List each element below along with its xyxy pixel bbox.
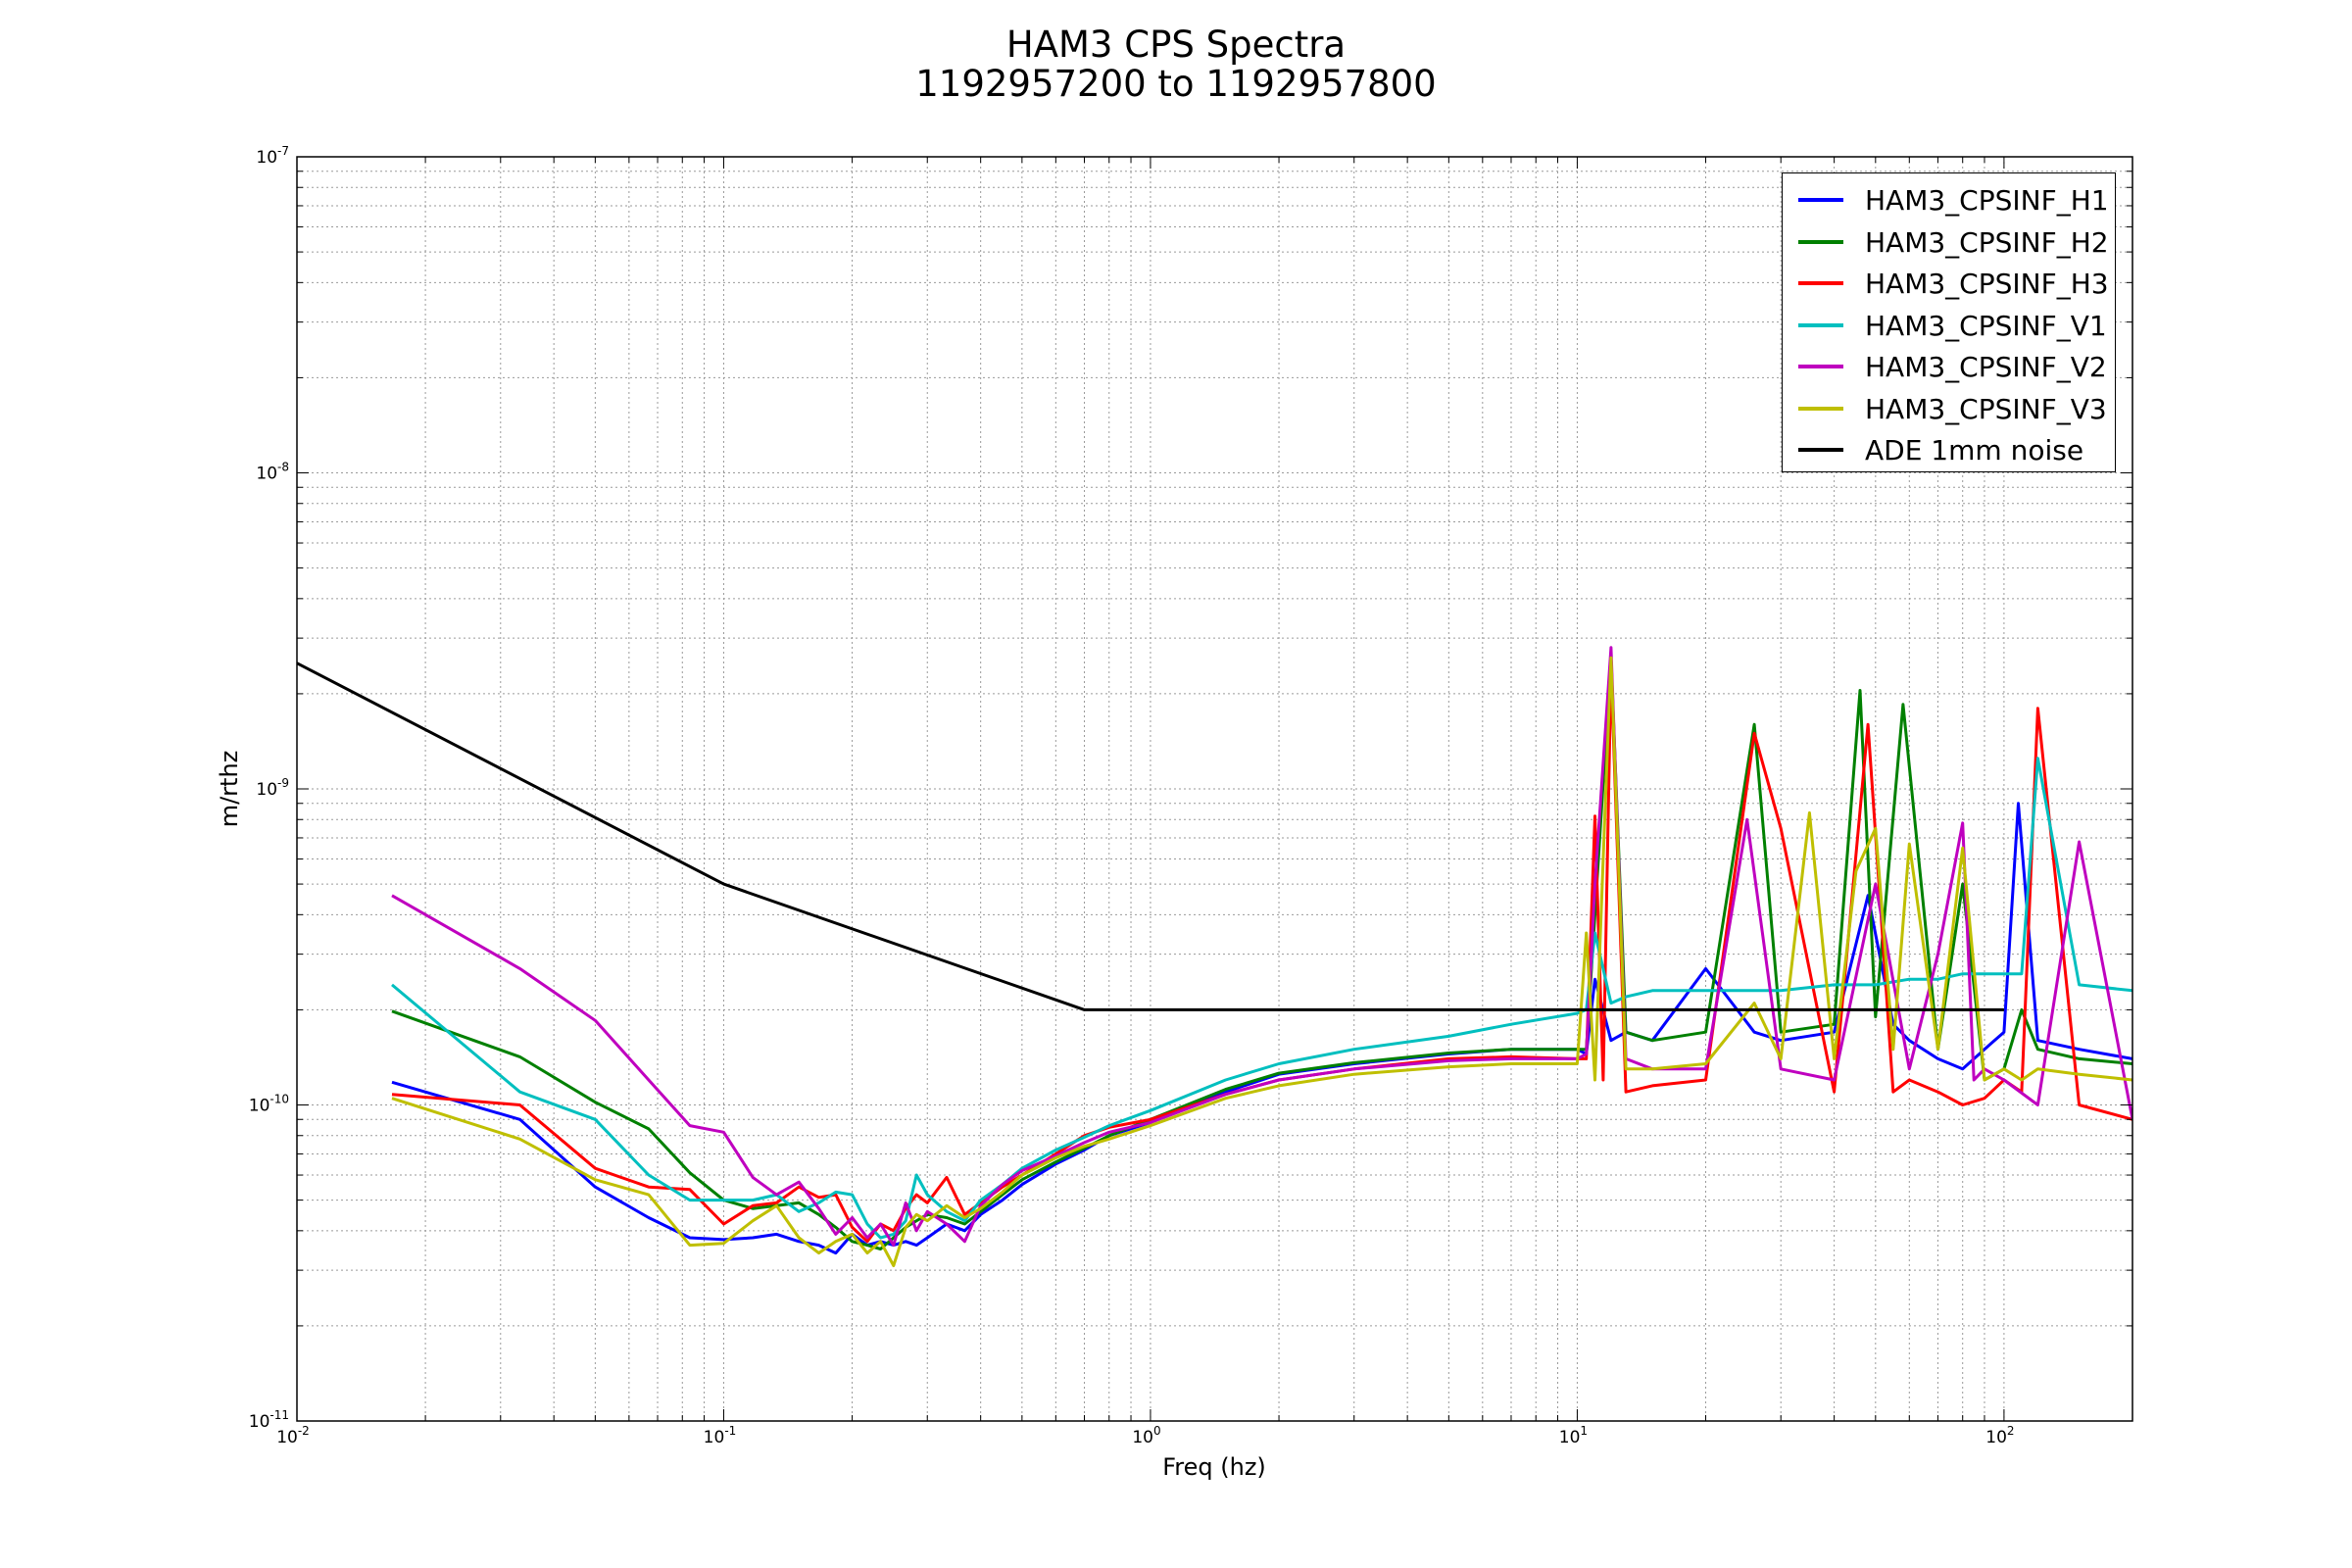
legend: HAM3_CPSINF_H1 HAM3_CPSINF_H2 HAM3_CPSINF_… (1782, 172, 2116, 472)
legend-item: HAM3_CPSINF_H1 (1783, 181, 2115, 220)
legend-item: HAM3_CPSINF_H3 (1783, 265, 2115, 304)
legend-swatch (1798, 322, 1843, 327)
legend-label: HAM3_CPSINF_V2 (1865, 351, 2107, 383)
chart-subtitle: 1192957200 to 1192957800 (915, 63, 1437, 105)
ticks: 10-2 10-1 100 101 102 10-11 10-10 10-9 10-8 10-7 (249, 144, 2133, 1447)
x-tick-label: 101 (1559, 1424, 1588, 1447)
legend-swatch (1798, 365, 1843, 368)
x-tick-label: 10-1 (704, 1424, 737, 1447)
legend-item: HAM3_CPSINF_V2 (1783, 348, 2115, 387)
x-axis-label: Freq (hz) (1162, 1453, 1266, 1481)
chart-title: HAM3 CPS Spectra (1005, 24, 1347, 66)
legend-label: HAM3_CPSINF_H1 (1865, 184, 2109, 217)
legend-swatch (1798, 239, 1843, 244)
y-tick-label: 10-8 (256, 461, 289, 484)
x-tick-label: 10-2 (276, 1424, 310, 1447)
legend-label: HAM3_CPSINF_H2 (1865, 225, 2109, 259)
series-line-ham3-cpsinf-v3 (391, 656, 2132, 1267)
x-tick-label: 100 (1132, 1424, 1160, 1447)
legend-label: ADE 1mm noise (1865, 434, 2084, 466)
y-tick-label: 10-7 (256, 144, 289, 168)
legend-item: HAM3_CPSINF_H2 (1783, 223, 2115, 263)
legend-label: HAM3_CPSINF_V1 (1865, 309, 2107, 342)
series-line-ham3-cpsinf-h2 (391, 656, 2132, 1250)
legend-label: HAM3_CPSINF_V3 (1865, 392, 2107, 425)
series-group (297, 646, 2132, 1267)
legend-label: HAM3_CPSINF_H3 (1865, 268, 2109, 300)
legend-swatch (1798, 281, 1843, 285)
legend-swatch (1798, 448, 1843, 452)
y-tick-label: 10-11 (249, 1408, 289, 1432)
legend-swatch (1798, 406, 1843, 411)
legend-item: ADE 1mm noise (1783, 431, 2115, 470)
y-tick-label: 10-9 (256, 776, 289, 800)
series-line-ham3-cpsinf-v1 (391, 757, 2132, 1240)
series-line-ade-1mm-noise (297, 662, 2004, 1011)
x-tick-label: 102 (1985, 1424, 2014, 1447)
legend-item: HAM3_CPSINF_V1 (1783, 307, 2115, 346)
y-axis-label: m/rthz (216, 751, 243, 828)
grid (296, 157, 2133, 1422)
series-line-ham3-cpsinf-v2 (391, 646, 2132, 1248)
y-tick-label: 10-10 (249, 1093, 289, 1116)
series-line-ham3-cpsinf-h1 (391, 802, 2132, 1255)
legend-item: HAM3_CPSINF_V3 (1783, 390, 2115, 429)
legend-swatch (1798, 198, 1843, 202)
